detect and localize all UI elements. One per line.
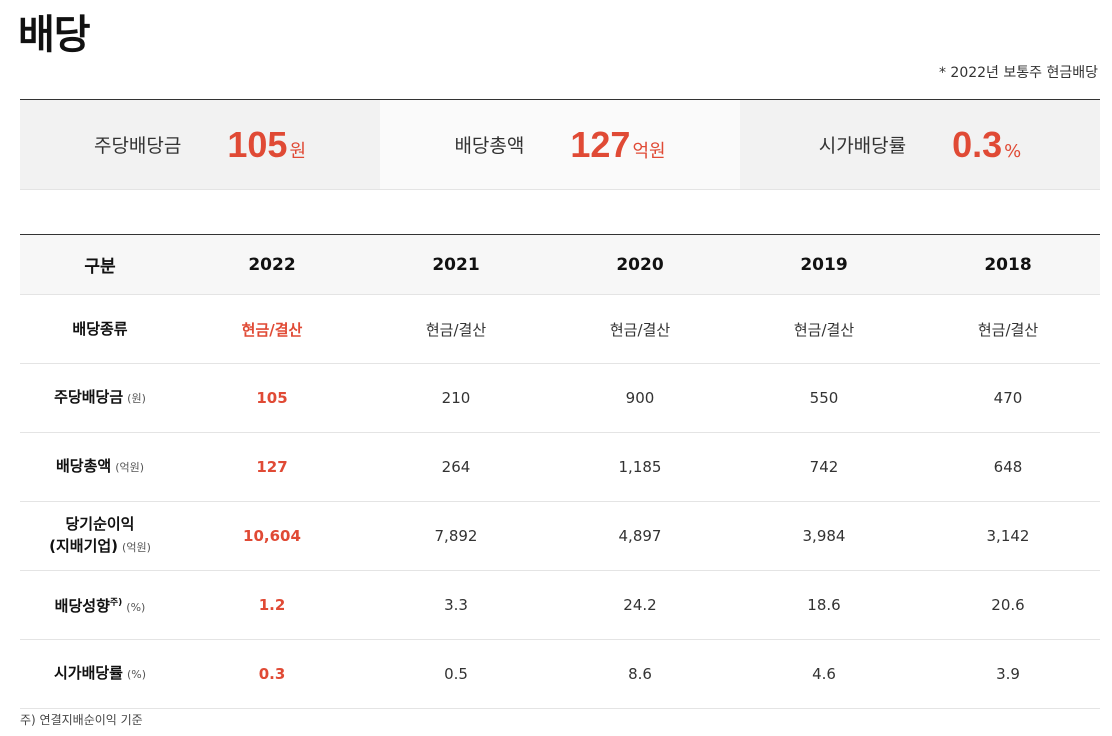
summary-value: 0.3 <box>952 123 1003 165</box>
column-header: 2020 <box>548 234 732 295</box>
table-row: 배당총액 (억원) 127 264 1,185 742 648 <box>20 432 1100 502</box>
table-row: 시가배당률 (%) 0.3 0.5 8.6 4.6 3.9 <box>20 639 1100 709</box>
table-header-row: 구분 2022 2021 2020 2019 2018 <box>20 234 1100 295</box>
summary-value: 127 <box>570 123 631 165</box>
row-label-unit: (%) <box>126 600 146 614</box>
row-label: 배당종류 <box>20 294 180 364</box>
summary-dps: 주당배당금 105 원 <box>20 100 380 189</box>
row-label-unit: (원) <box>127 392 146 405</box>
table-cell: 1,185 <box>548 432 732 502</box>
column-header: 2019 <box>732 234 916 295</box>
footnote: 주) 연결지배순이익 기준 <box>20 713 143 727</box>
table-cell: 3.3 <box>364 570 548 640</box>
table-cell: 742 <box>732 432 916 502</box>
row-label-unit: (억원) <box>122 541 151 554</box>
summary-label: 주당배당금 <box>93 135 182 157</box>
table-row: 당기순이익 (지배기업) (억원) 10,604 7,892 4,897 3,984… <box>20 501 1100 571</box>
row-label: 주당배당금 (원) <box>20 363 180 433</box>
row-label: 배당성향주) (%) <box>20 570 180 640</box>
row-label-text: 당기순이익 <box>65 515 135 533</box>
summary-value-group: 105 원 <box>227 124 306 166</box>
table-cell: 127 <box>180 432 364 502</box>
row-label-unit: (억원) <box>115 461 145 474</box>
row-label-subtext: (지배기업) <box>49 537 119 555</box>
table-cell: 550 <box>732 363 916 433</box>
summary-label: 시가배당률 <box>818 135 907 157</box>
table-cell: 3.9 <box>916 639 1100 709</box>
table-cell: 1.2 <box>180 570 364 640</box>
summary-value-group: 127 억원 <box>570 124 665 166</box>
summary-yield: 시가배당률 0.3% <box>740 100 1100 189</box>
table-cell: 현금/결산 <box>916 294 1100 364</box>
column-header: 2022 <box>180 234 364 295</box>
row-label: 시가배당률 (%) <box>20 639 180 709</box>
table-cell: 7,892 <box>364 501 548 571</box>
table-cell: 4,897 <box>548 501 732 571</box>
table-cell: 470 <box>916 363 1100 433</box>
table-cell: 210 <box>364 363 548 433</box>
table-cell: 105 <box>180 363 364 433</box>
table-row: 배당종류 현금/결산 현금/결산 현금/결산 현금/결산 현금/결산 <box>20 294 1100 364</box>
table-cell: 24.2 <box>548 570 732 640</box>
column-header: 2018 <box>916 234 1100 295</box>
table-cell: 3,984 <box>732 501 916 571</box>
row-label-unit: (%) <box>126 668 147 681</box>
table-cell: 10,604 <box>180 501 364 571</box>
table-cell: 현금/결산 <box>364 294 548 364</box>
column-header: 2021 <box>364 234 548 295</box>
summary-label: 배당총액 <box>454 135 525 157</box>
table-cell: 현금/결산 <box>548 294 732 364</box>
table-row: 배당성향주) (%) 1.2 3.3 24.2 18.6 20.6 <box>20 570 1100 640</box>
summary-unit: 억원 <box>632 140 666 162</box>
summary-total-dividend: 배당총액 127 억원 <box>380 100 740 189</box>
dividend-table: 구분 2022 2021 2020 2019 2018 배당종류 현금/결산 현… <box>20 234 1100 709</box>
dividend-basis-note: * 2022년 보통주 현금배당 <box>938 65 1098 81</box>
table-cell: 18.6 <box>732 570 916 640</box>
summary-value-group: 0.3% <box>952 124 1021 166</box>
summary-value: 105 <box>227 123 288 165</box>
table-cell: 900 <box>548 363 732 433</box>
table-cell: 3,142 <box>916 501 1100 571</box>
table-cell: 4.6 <box>732 639 916 709</box>
table-cell: 8.6 <box>548 639 732 709</box>
row-label-text: 배당성향 <box>54 596 110 615</box>
table-cell: 264 <box>364 432 548 502</box>
row-label: 배당총액 (억원) <box>20 432 180 502</box>
row-label-text: 배당총액 <box>55 457 112 475</box>
table-cell: 현금/결산 <box>732 294 916 364</box>
table-cell: 20.6 <box>916 570 1100 640</box>
row-label-text: 주당배당금 <box>54 388 124 406</box>
row-label-text: 배당종류 <box>72 320 128 338</box>
footnote-marker: 주) <box>109 597 123 608</box>
summary-unit: % <box>1004 140 1022 162</box>
row-label-text: 시가배당률 <box>53 664 123 682</box>
column-header: 구분 <box>20 234 180 295</box>
dividend-summary: 주당배당금 105 원 배당총액 127 억원 시가배당률 0.3% <box>20 99 1100 190</box>
table-cell: 현금/결산 <box>180 294 364 364</box>
row-label: 당기순이익 (지배기업) (억원) <box>20 501 180 571</box>
table-row: 주당배당금 (원) 105 210 900 550 470 <box>20 363 1100 433</box>
table-cell: 648 <box>916 432 1100 502</box>
table-cell: 0.3 <box>180 639 364 709</box>
page-title: 배당 <box>18 12 91 58</box>
summary-unit: 원 <box>289 140 307 162</box>
table-cell: 0.5 <box>364 639 548 709</box>
